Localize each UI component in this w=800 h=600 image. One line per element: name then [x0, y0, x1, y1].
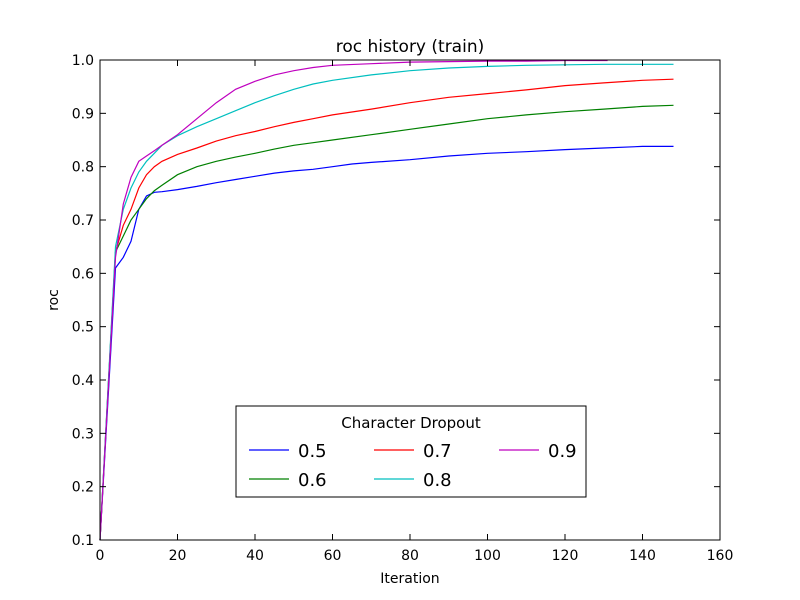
legend-box: [235, 405, 587, 498]
y-tick-label: 0.9: [72, 106, 94, 122]
x-tick-label: 60: [324, 548, 342, 564]
y-tick-label: 0.3: [72, 426, 94, 442]
series-line-0-7: [99, 78, 674, 541]
x-tick-label: 140: [629, 548, 656, 564]
x-axis-label: Iteration: [380, 571, 439, 587]
legend-label: 0.8: [423, 470, 452, 491]
y-tick-label: 0.8: [72, 160, 94, 176]
y-tick-label: 0.6: [72, 266, 94, 282]
x-tick-label: 0: [96, 548, 105, 564]
x-tick-label: 160: [707, 548, 734, 564]
x-tick-label: 120: [552, 548, 579, 564]
y-tick-label: 0.5: [72, 320, 94, 336]
x-axis: 0 20 40 60 80 100 120 140 160: [96, 60, 734, 564]
y-tick-label: 0.1: [72, 533, 94, 549]
x-tick-label: 100: [474, 548, 501, 564]
x-tick-label: 80: [401, 548, 419, 564]
legend: Character Dropout 0.5 0.6 0.7 0.8 0.9: [235, 405, 587, 498]
y-axis-label: roc: [46, 289, 62, 311]
series-line-0-6: [99, 104, 674, 541]
y-tick-label: 0.2: [72, 480, 94, 496]
x-tick-label: 20: [169, 548, 187, 564]
legend-label: 0.7: [423, 441, 452, 462]
y-tick-label: 0.7: [72, 213, 94, 229]
series-line-0-8: [99, 63, 674, 541]
x-tick-label: 40: [246, 548, 264, 564]
y-tick-label: 0.4: [72, 373, 94, 389]
legend-label: 0.5: [298, 441, 327, 462]
legend-label: 0.6: [298, 470, 327, 491]
y-axis: 0.1 0.2 0.3 0.4 0.5 0.6 0.7 0.8 0.9 1.0: [72, 53, 720, 549]
chart-title: roc history (train): [336, 37, 484, 57]
series-line-0-9: [99, 59, 608, 541]
legend-title: Character Dropout: [341, 414, 481, 432]
series-lines: [99, 59, 674, 541]
legend-label: 0.9: [548, 441, 577, 462]
y-tick-label: 1.0: [72, 53, 94, 69]
legend-entries: 0.5 0.6 0.7 0.8 0.9: [249, 441, 577, 491]
